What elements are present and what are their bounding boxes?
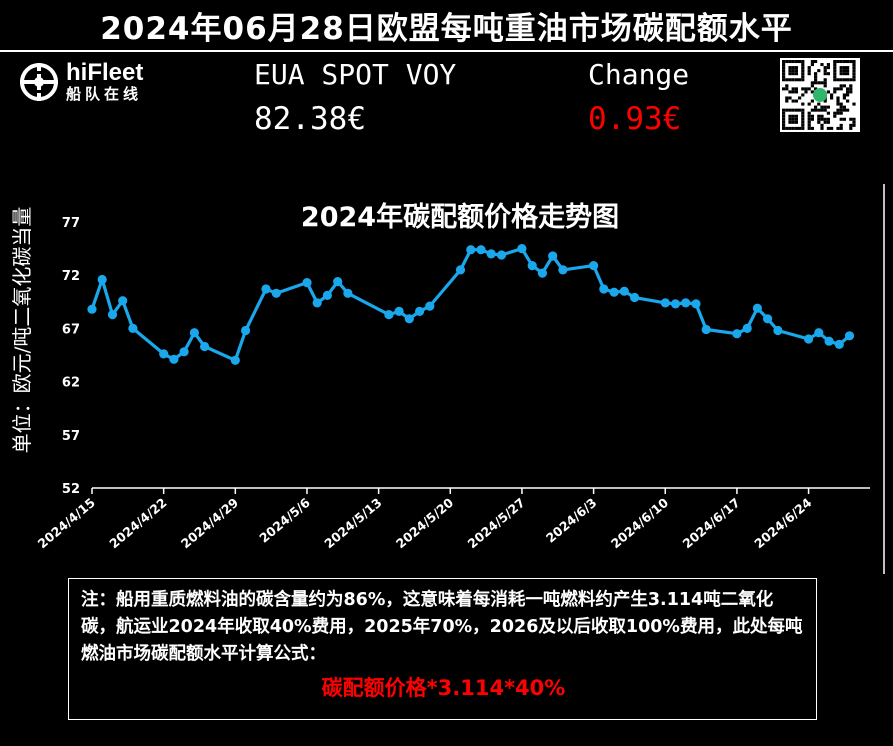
data-point	[609, 287, 619, 297]
y-axis-label: 单位：欧元/吨二氧化碳当量	[10, 207, 34, 454]
x-tick-label: 2024/6/17	[680, 495, 743, 551]
y-tick-label: 62	[62, 376, 80, 391]
data-point	[455, 265, 466, 275]
data-point	[527, 261, 537, 271]
y-tick-label: 67	[62, 322, 80, 337]
price-value: 82.38€	[254, 101, 366, 137]
data-point	[691, 299, 701, 309]
data-point	[814, 328, 824, 338]
data-point	[589, 261, 599, 271]
ship-wheel-icon	[20, 63, 58, 101]
data-point	[179, 347, 189, 357]
logo: hiFleet 船队在线	[18, 60, 168, 104]
data-point	[701, 324, 711, 335]
data-point	[261, 284, 271, 294]
data-point	[660, 298, 670, 308]
data-point	[619, 286, 629, 296]
data-point	[681, 298, 691, 308]
note-text: 注：船用重质燃料油的碳含量约为86%，这意味着每消耗一吨燃料约产生3.114吨二…	[81, 590, 803, 664]
data-point	[107, 310, 118, 320]
change-value: 0.93€	[588, 101, 682, 137]
data-point	[159, 349, 169, 359]
x-tick-label: 2024/4/22	[106, 495, 169, 551]
chart-canvas: 2024年碳配额价格走势图 单位：欧元/吨二氧化碳当量 52 57 62 67 72 77…	[10, 184, 885, 574]
data-point	[599, 284, 609, 294]
data-point	[537, 268, 548, 278]
data-point	[804, 334, 814, 344]
y-tick-label: 57	[62, 429, 80, 444]
chart-title: 2024年碳配额价格走势图	[301, 201, 619, 233]
data-point	[97, 274, 107, 285]
data-point	[742, 323, 752, 333]
data-point	[486, 249, 496, 259]
page-title: 2024年06月28日欧盟每吨重油市场碳配额水平	[0, 0, 893, 52]
data-point	[404, 314, 414, 324]
data-point	[87, 304, 97, 314]
data-point	[732, 329, 742, 339]
formula-text: 碳配额价格*3.114*40%	[321, 676, 566, 700]
price-label: EUA SPOT VOY	[254, 58, 457, 91]
change-label: Change	[588, 58, 690, 91]
data-point	[312, 298, 322, 308]
data-point	[128, 323, 138, 333]
x-tick-label: 2024/6/24	[751, 495, 815, 552]
data-point	[844, 331, 855, 341]
data-point	[834, 339, 844, 349]
x-tick-label: 2024/5/6	[256, 495, 313, 546]
data-point	[322, 290, 332, 300]
x-tick-label: 2024/5/20	[393, 495, 457, 552]
data-point	[425, 301, 435, 311]
data-point	[343, 288, 353, 298]
x-tick-label: 2024/5/13	[321, 495, 384, 551]
qr-code-icon[interactable]	[780, 58, 860, 132]
data-point	[476, 245, 486, 255]
data-point	[466, 245, 476, 255]
data-point	[200, 341, 210, 352]
data-point	[548, 251, 558, 261]
y-tick-label: 52	[62, 482, 80, 497]
y-tick-label: 72	[62, 269, 80, 284]
data-point	[169, 354, 179, 364]
x-tick-label: 2024/6/10	[608, 495, 672, 552]
y-tick-label: 77	[62, 216, 80, 231]
price-trend-chart: 2024年碳配额价格走势图 单位：欧元/吨二氧化碳当量 52 57 62 67 72 77…	[0, 182, 893, 578]
data-point	[517, 244, 527, 254]
data-point	[241, 325, 251, 336]
logo-name: hiFleet	[66, 59, 144, 86]
data-point	[752, 303, 763, 313]
logo-subtitle: 船队在线	[66, 85, 143, 103]
x-tick-label: 2024/4/29	[178, 495, 241, 551]
data-point	[824, 336, 834, 346]
x-tick-label: 2024/5/27	[465, 495, 528, 551]
note-box: 注：船用重质燃料油的碳含量约为86%，这意味着每消耗一吨燃料约产生3.114吨二…	[68, 578, 817, 720]
data-point	[333, 277, 343, 287]
data-point	[415, 306, 425, 316]
x-tick-label: 2024/6/3	[543, 495, 600, 546]
data-point	[670, 299, 681, 309]
data-point	[773, 325, 783, 336]
data-point	[558, 265, 568, 275]
data-point	[384, 310, 394, 320]
data-point	[302, 278, 312, 288]
data-point	[118, 296, 128, 306]
data-point	[394, 306, 404, 316]
data-point	[496, 250, 507, 260]
x-tick-label: 2024/4/15	[35, 495, 98, 551]
data-point	[630, 292, 640, 303]
data-point	[763, 314, 773, 324]
data-point	[271, 288, 281, 298]
data-point	[230, 355, 240, 365]
data-point	[189, 328, 199, 338]
